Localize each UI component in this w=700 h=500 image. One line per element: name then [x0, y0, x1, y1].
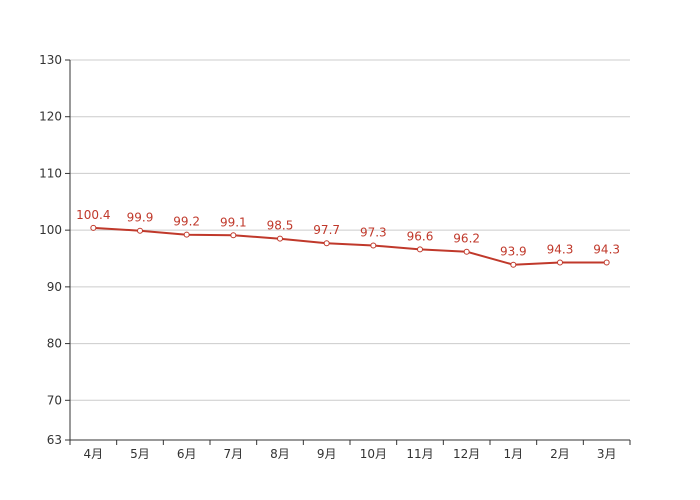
data-label: 96.6 [407, 229, 434, 243]
data-point [510, 261, 517, 268]
data-label: 99.1 [220, 215, 247, 229]
x-tick-label: 8月 [270, 447, 290, 461]
data-label: 99.2 [173, 215, 200, 229]
data-point [137, 227, 143, 234]
y-tick-label: 70 [47, 393, 62, 407]
y-tick-label: 130 [39, 53, 62, 67]
x-axis-ticks: 4月 5月 6月 7月 8月 9月 10月 11月 12月 1月 2月 3月 [69, 440, 631, 461]
series-group [90, 224, 610, 268]
x-tick-label: 1月 [504, 447, 524, 461]
data-label: 99.9 [127, 211, 154, 225]
x-tick-label: 12月 [453, 447, 480, 461]
data-point [230, 232, 237, 239]
x-tick-label: 10月 [360, 447, 387, 461]
x-tick-label: 5月 [130, 447, 150, 461]
data-point [463, 248, 470, 255]
data-point [183, 231, 190, 238]
y-axis-ticks: 63 70 80 90 100 110 120 130 [39, 53, 70, 447]
data-label: 93.9 [500, 245, 527, 259]
x-tick-label: 11月 [406, 447, 433, 461]
data-point [90, 224, 97, 231]
y-tick-label: 100 [39, 223, 62, 237]
grid-lines [70, 59, 630, 401]
x-tick-label: 4月 [84, 447, 104, 461]
data-label: 94.3 [547, 242, 574, 256]
y-tick-label: 90 [47, 280, 62, 294]
data-point [603, 259, 610, 266]
data-label: 100.4 [76, 208, 110, 222]
data-label: 94.3 [593, 242, 620, 256]
data-label: 97.3 [360, 225, 387, 239]
data-point [557, 259, 563, 266]
x-tick-label: 7月 [224, 447, 244, 461]
x-tick-label: 6月 [177, 447, 197, 461]
data-point [370, 242, 377, 249]
data-point [417, 246, 423, 253]
data-label: 97.7 [313, 223, 340, 237]
y-tick-label: 110 [39, 166, 62, 180]
x-tick-label: 9月 [317, 447, 337, 461]
x-tick-label: 2月 [550, 447, 570, 461]
data-label: 98.5 [267, 219, 294, 233]
y-tick-label: 120 [39, 110, 62, 124]
data-point [277, 235, 283, 242]
data-labels: 100.4 99.9 99.2 99.1 98.5 97.7 97.3 96.6 96.2 93.… [76, 208, 620, 259]
x-tick-label: 3月 [597, 447, 617, 461]
y-tick-label: 80 [47, 337, 62, 351]
data-label: 96.2 [453, 232, 480, 246]
data-point [323, 240, 330, 247]
series-line [93, 226, 607, 266]
y-tick-label: 63 [47, 433, 62, 447]
